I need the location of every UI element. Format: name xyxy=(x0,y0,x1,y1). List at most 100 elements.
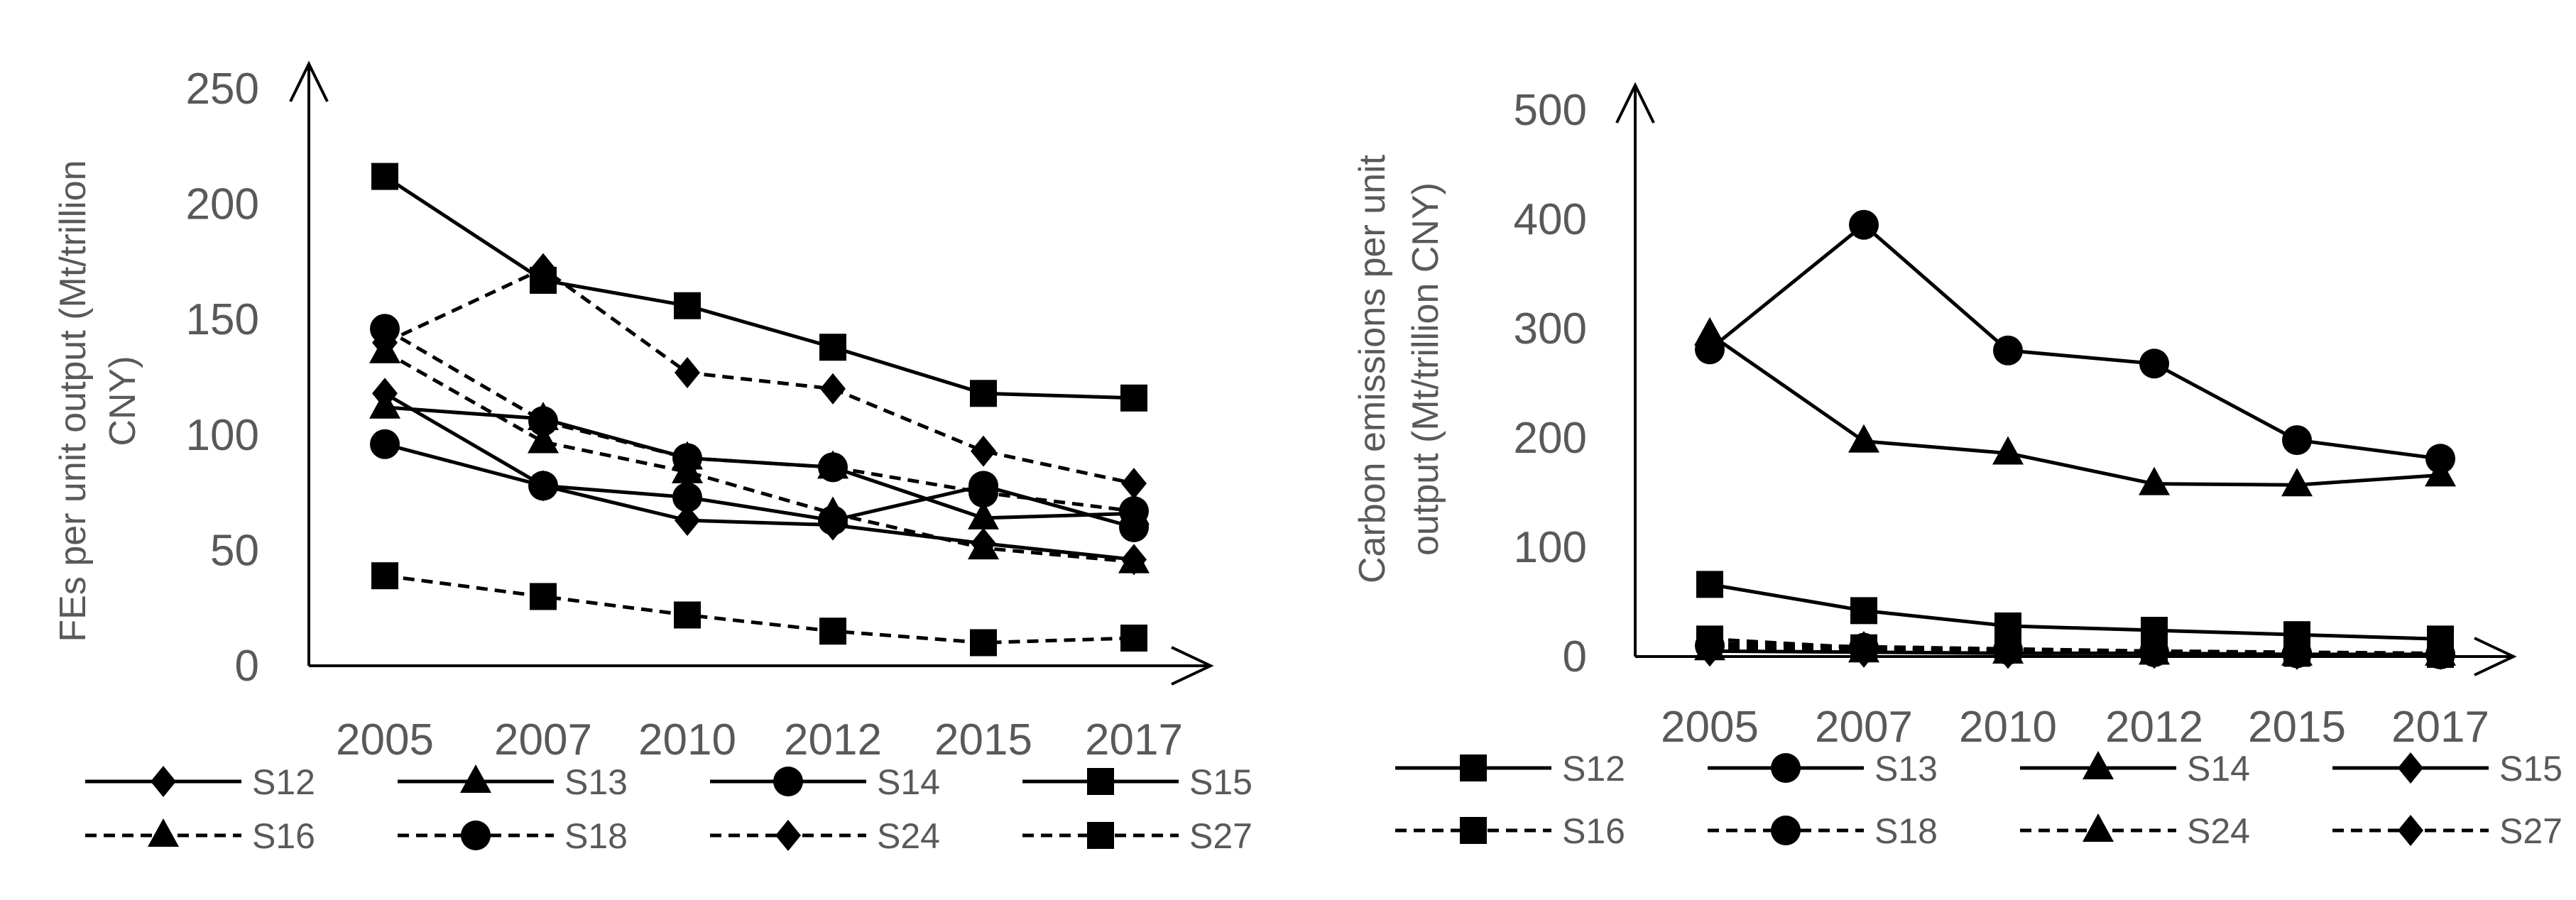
x-tick-label: 2017 xyxy=(2391,703,2489,752)
legend-marker-icon xyxy=(2398,815,2423,846)
legend-entry-s13: S13 xyxy=(1708,749,1938,789)
legend-label: S16 xyxy=(1562,811,1625,851)
legend-entry-s15: S15 xyxy=(1022,762,1252,802)
x-tick-label: 2012 xyxy=(784,715,882,764)
data-point xyxy=(1993,335,2023,366)
legend-entry-s14: S14 xyxy=(710,762,940,802)
data-point xyxy=(530,583,557,610)
data-point xyxy=(2425,458,2456,487)
legend-marker-icon xyxy=(773,767,803,796)
legend-label: S14 xyxy=(877,762,940,802)
series-line xyxy=(383,327,1135,513)
x-tick-label: 2005 xyxy=(1661,703,1759,752)
x-tick-label: 2010 xyxy=(1959,703,2057,752)
legend-marker-icon xyxy=(460,764,491,793)
series-line xyxy=(383,350,1135,564)
series-line xyxy=(383,392,1135,561)
data-point xyxy=(968,500,999,529)
legend-marker-icon xyxy=(1460,817,1487,844)
series-line xyxy=(384,442,1135,529)
series-line xyxy=(1709,649,2440,657)
data-point xyxy=(819,334,846,361)
data-point xyxy=(971,435,996,467)
data-point xyxy=(371,163,398,190)
y-tick-label: 0 xyxy=(235,642,259,691)
legend-entry-s18: S18 xyxy=(398,816,628,856)
y-axis-label: FEs per unit output (Mt/trillion xyxy=(53,160,94,642)
fes-chart-panel: 0 50 100 150 200 250 2005 2007 2010 2012 2015 2017 F… xyxy=(53,60,1252,856)
data-point xyxy=(371,562,398,590)
y-tick-label: 400 xyxy=(1514,195,1587,244)
legend-marker-icon xyxy=(1460,754,1487,781)
legend-entry-s24: S24 xyxy=(2020,811,2250,851)
legend-marker-icon xyxy=(2083,751,2114,779)
legend-entry-s27: S27 xyxy=(1022,816,1252,856)
data-point xyxy=(2281,468,2313,497)
legend-label: S16 xyxy=(252,816,315,856)
series-line xyxy=(383,175,1135,400)
legend-marker-icon xyxy=(1087,768,1114,795)
series-line xyxy=(1709,647,2440,657)
data-point xyxy=(675,356,700,388)
data-point xyxy=(970,380,997,407)
data-point xyxy=(1850,597,1877,625)
data-point xyxy=(528,424,559,454)
x-tick-label: 2015 xyxy=(2248,703,2346,752)
legend-label: S15 xyxy=(1189,762,1252,802)
y-tick-label: 100 xyxy=(186,411,259,460)
data-point xyxy=(1118,544,1150,574)
legend-marker-icon xyxy=(461,821,491,850)
y-tick-label: 50 xyxy=(210,526,259,575)
legend-marker-icon xyxy=(2398,752,2423,784)
data-point xyxy=(968,478,998,508)
legend-marker-icon xyxy=(1771,753,1801,783)
data-point xyxy=(1120,384,1147,412)
legend-entry-s18: S18 xyxy=(1708,811,1938,851)
data-point xyxy=(820,373,846,405)
series-s27 xyxy=(371,562,1147,657)
legend-entry-s12: S12 xyxy=(1395,749,1625,789)
legend-label: S27 xyxy=(1189,816,1252,856)
data-point xyxy=(817,496,848,525)
series-s15 xyxy=(371,163,1147,412)
data-point xyxy=(2282,425,2312,456)
series-line xyxy=(384,405,1135,520)
legend-label: S18 xyxy=(1874,811,1938,851)
series-line xyxy=(383,267,1135,485)
carbon-emissions-chart-panel: 0 100 200 300 400 500 2005 2007 2010 2012 2015 2017… xyxy=(1352,82,2563,851)
y-axis-label: CNY) xyxy=(102,356,143,446)
series-s14 xyxy=(370,429,1149,542)
y-tick-label: 500 xyxy=(1514,86,1587,135)
y-tick-label: 150 xyxy=(186,295,259,344)
y-axis-label: output (Mt/trillion CNY) xyxy=(1405,182,1446,556)
series-s12 xyxy=(372,378,1147,576)
x-tick-label: 2015 xyxy=(934,715,1032,764)
legend-entry-s15: S15 xyxy=(2332,749,2563,789)
series-s24 xyxy=(372,253,1147,500)
legend-label: S24 xyxy=(877,816,940,856)
y-tick-label: 100 xyxy=(1514,523,1587,572)
legend-label: S18 xyxy=(564,816,628,856)
legend-label: S24 xyxy=(2187,811,2250,851)
data-point xyxy=(530,253,556,285)
data-point xyxy=(528,406,558,437)
legend-marker-icon xyxy=(148,818,179,847)
data-point xyxy=(1995,633,2021,665)
legend-label: S12 xyxy=(1562,749,1625,789)
legend-entry-s27: S27 xyxy=(2332,811,2563,851)
x-tick-label: 2007 xyxy=(1815,703,1913,752)
data-point xyxy=(1849,209,1879,240)
legend-entry-s16: S16 xyxy=(1395,811,1625,851)
y-axis-arrow-icon xyxy=(289,60,329,102)
legend-label: S27 xyxy=(2499,811,2563,851)
x-tick-label: 2017 xyxy=(1085,715,1183,764)
x-axis-arrow-icon xyxy=(2474,637,2517,676)
legend-entry-s14: S14 xyxy=(2020,749,2250,789)
x-tick-label: 2010 xyxy=(638,715,736,764)
legend-entry-s12: S12 xyxy=(85,762,315,802)
data-point xyxy=(968,531,999,560)
legend-marker-icon xyxy=(151,766,176,797)
data-point xyxy=(674,292,701,319)
y-tick-label: 250 xyxy=(186,65,259,114)
legend-marker-icon xyxy=(2083,813,2114,842)
